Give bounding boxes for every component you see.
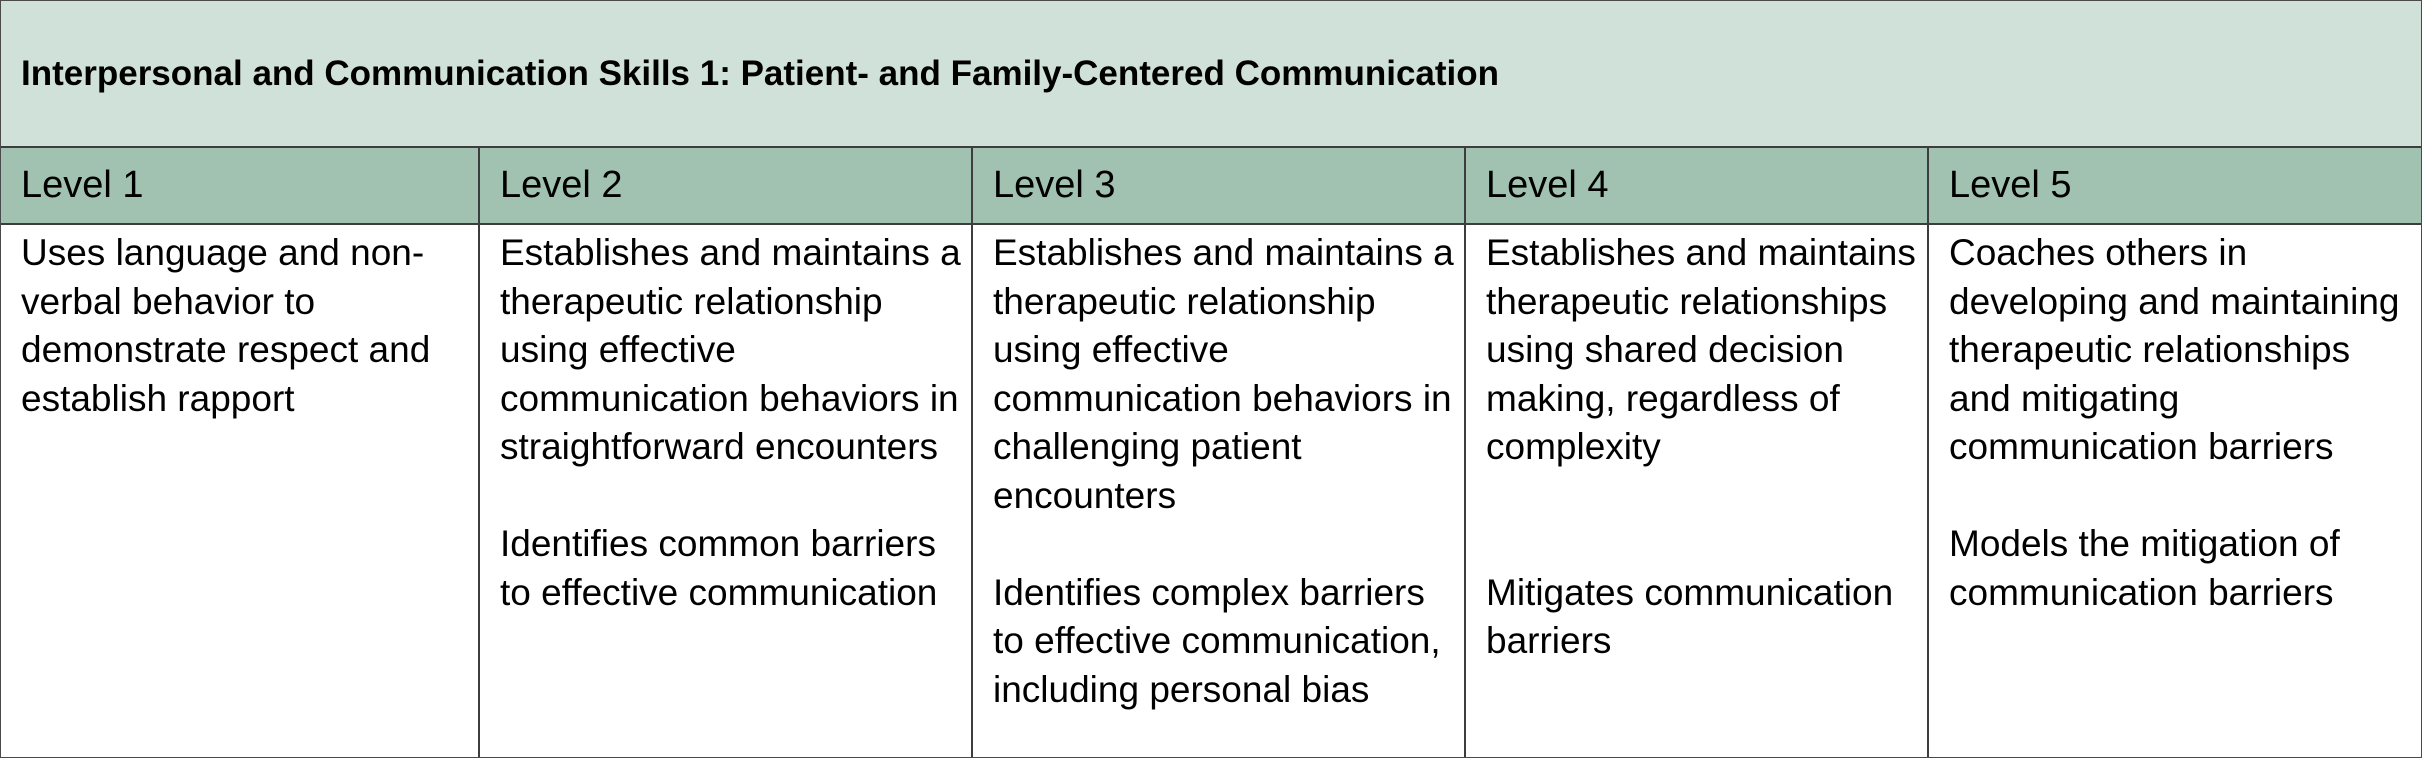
level-3-milestone-1: Establishes and maintains a therapeutic … [993,232,1454,516]
level-4-label: Level 4 [1486,164,1609,206]
level-3-label: Level 3 [993,164,1116,206]
level-1-cell: Uses language and non-verbal behavior to… [1,225,480,757]
level-5-label: Level 5 [1949,164,2072,206]
level-5-cell: Coaches others in developing and maintai… [1929,225,2421,757]
level-3-cell: Establishes and maintains a therapeutic … [973,225,1466,757]
level-2-milestone-2: Identifies common barriers to effective … [500,523,938,613]
level-2-label: Level 2 [500,164,623,206]
level-1-header: Level 1 [1,148,480,223]
level-description-row: Uses language and non-verbal behavior to… [1,225,2421,757]
level-header-row: Level 1 Level 2 Level 3 Level 4 Level 5 [1,148,2421,225]
table-title-row: Interpersonal and Communication Skills 1… [1,1,2421,148]
level-5-header: Level 5 [1929,148,2421,223]
level-1-milestone-1: Uses language and non-verbal behavior to… [21,232,431,419]
level-2-milestone-1: Establishes and maintains a therapeutic … [500,232,961,467]
level-3-header: Level 3 [973,148,1466,223]
level-4-milestone-2: Mitigates communication barriers [1486,571,1894,662]
level-3-milestone-2: Identifies complex barriers to effective… [993,571,1441,710]
level-2-cell: Establishes and maintains a therapeutic … [480,225,973,757]
level-4-milestone-1: Establishes and maintains therapeutic re… [1486,232,1916,467]
level-1-label: Level 1 [21,164,144,206]
level-2-header: Level 2 [480,148,973,223]
level-5-milestone-1: Coaches others in developing and maintai… [1949,232,2400,467]
level-5-milestone-2: Models the mitigation of communication b… [1949,523,2340,613]
level-4-header: Level 4 [1466,148,1929,223]
level-4-cell: Establishes and maintains therapeutic re… [1466,225,1929,757]
table-title: Interpersonal and Communication Skills 1… [21,53,1500,93]
